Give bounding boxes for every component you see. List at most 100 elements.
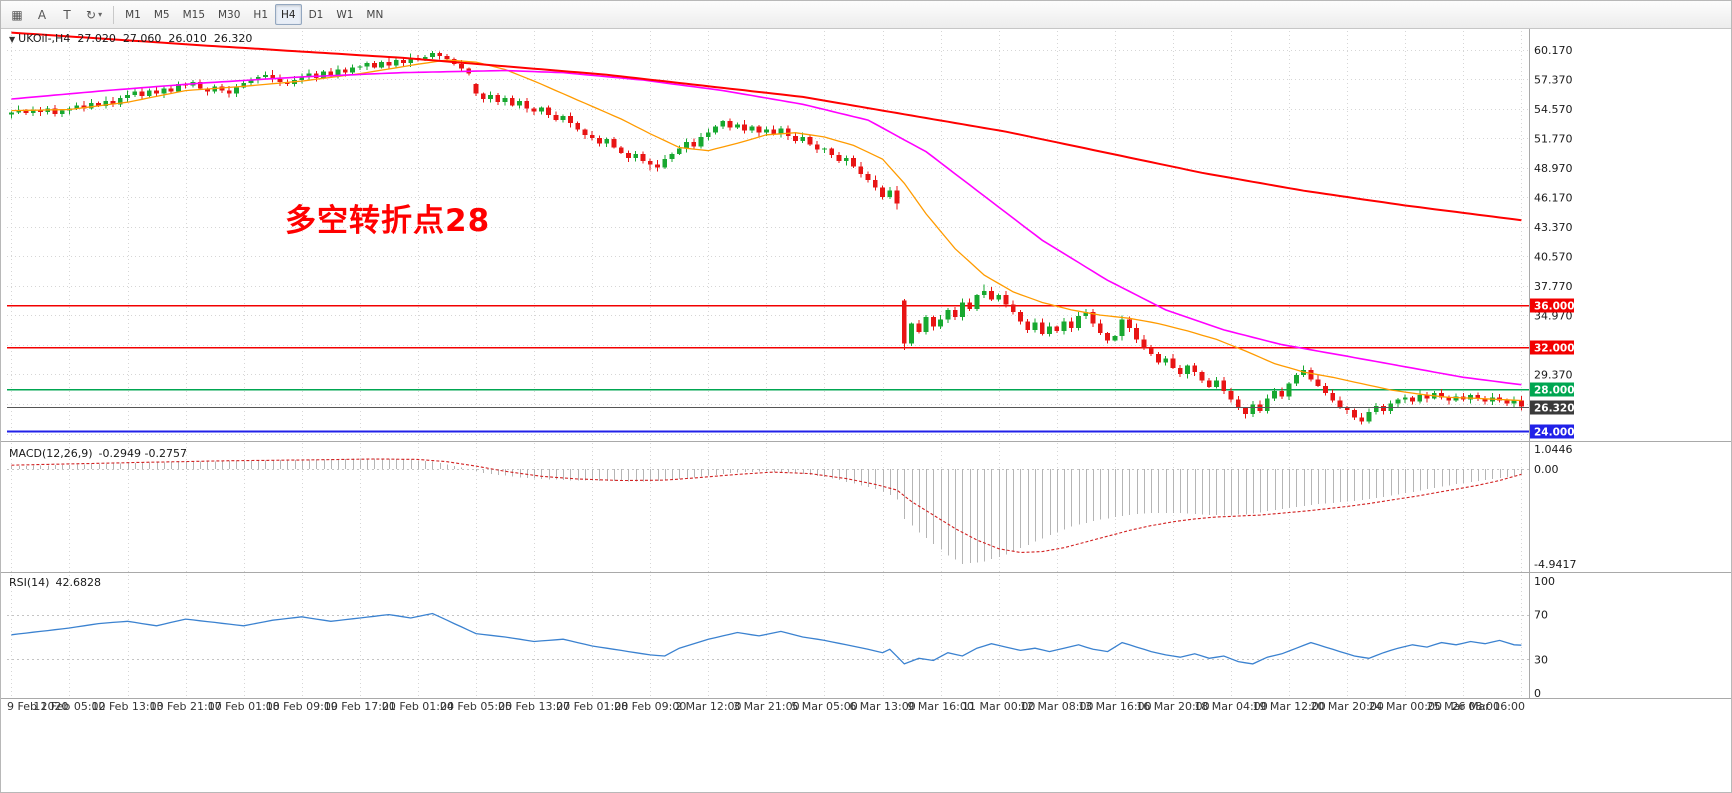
svg-text:13 Mar 16:00: 13 Mar 16:00 xyxy=(1078,700,1151,713)
cycle-icon: ↻ xyxy=(86,7,97,22)
svg-text:24 Feb 05:00: 24 Feb 05:00 xyxy=(440,700,512,713)
macd-label: MACD(12,26,9) -0.2949 -0.2757 xyxy=(9,447,193,460)
ohlc-close: 26.320 xyxy=(213,32,253,45)
svg-text:12 Feb 13:00: 12 Feb 13:00 xyxy=(91,700,163,713)
svg-text:0: 0 xyxy=(1534,687,1541,700)
ma-fast xyxy=(11,59,1522,402)
svg-text:6 Mar 13:00: 6 Mar 13:00 xyxy=(849,700,915,713)
timeframe-group: M1 M5 M15 M30 H1 H4 D1 W1 MN xyxy=(119,4,389,25)
svg-text:2 Mar 12:00: 2 Mar 12:00 xyxy=(675,700,741,713)
symbol-name: UKOil-,H4 xyxy=(18,32,71,45)
svg-text:21 Feb 01:00: 21 Feb 01:00 xyxy=(382,700,454,713)
auto-cycle-icon[interactable]: ↻ ▾ xyxy=(80,4,108,25)
svg-text:25 Mar 08:00: 25 Mar 08:00 xyxy=(1427,700,1500,713)
svg-text:-4.9417: -4.9417 xyxy=(1534,558,1576,571)
svg-text:11 Mar 00:00: 11 Mar 00:00 xyxy=(962,700,1035,713)
svg-text:28.000: 28.000 xyxy=(1534,385,1575,397)
svg-text:16 Mar 20:00: 16 Mar 20:00 xyxy=(1136,700,1209,713)
svg-text:26.320: 26.320 xyxy=(1534,403,1575,415)
price-badge: 28.000 xyxy=(1530,382,1575,397)
svg-text:60.170: 60.170 xyxy=(1534,44,1573,57)
grid xyxy=(7,31,1529,699)
timeframe-button-m30[interactable]: M30 xyxy=(212,4,246,25)
toolbar-icon-group: ▦ A T ↻ ▾ xyxy=(5,4,108,25)
svg-text:9 Feb 2020: 9 Feb 2020 xyxy=(7,700,68,713)
svg-text:48.970: 48.970 xyxy=(1534,162,1573,175)
horizontal-lines xyxy=(7,304,1529,433)
svg-text:28 Feb 09:00: 28 Feb 09:00 xyxy=(614,700,686,713)
svg-text:36.000: 36.000 xyxy=(1534,301,1575,313)
macd-values: -0.2949 -0.2757 xyxy=(98,447,187,460)
price-badge: 24.000 xyxy=(1530,424,1575,439)
svg-text:70: 70 xyxy=(1534,609,1548,622)
price-badge: 32.000 xyxy=(1530,340,1575,355)
svg-text:19 Feb 17:00: 19 Feb 17:00 xyxy=(324,700,396,713)
rsi-label: RSI(14) 42.6828 xyxy=(9,576,107,589)
svg-text:27 Feb 01:00: 27 Feb 01:00 xyxy=(556,700,628,713)
price-chart-canvas[interactable]: 60.170 57.370 54.570 51.770 48.970 46.170 43.3… xyxy=(1,29,1732,793)
macd-signal-line xyxy=(11,458,1522,554)
svg-text:46.170: 46.170 xyxy=(1534,191,1573,204)
ma-mid xyxy=(11,69,1522,386)
svg-text:26 Mar 16:00: 26 Mar 16:00 xyxy=(1452,700,1525,713)
timeframe-button-h4[interactable]: H4 xyxy=(275,4,302,25)
expand-triangle-icon[interactable]: ▼ xyxy=(9,35,16,44)
svg-text:57.370: 57.370 xyxy=(1534,73,1573,86)
svg-text:1.0446: 1.0446 xyxy=(1534,443,1573,456)
cursor-a-icon[interactable]: A xyxy=(30,4,54,25)
svg-text:3 Mar 21:00: 3 Mar 21:00 xyxy=(733,700,799,713)
svg-text:30: 30 xyxy=(1534,653,1548,666)
svg-text:43.370: 43.370 xyxy=(1534,221,1573,234)
timeframe-button-d1[interactable]: D1 xyxy=(303,4,330,25)
svg-text:20 Mar 20:00: 20 Mar 20:00 xyxy=(1310,700,1383,713)
svg-text:54.570: 54.570 xyxy=(1534,103,1573,116)
svg-text:24 Mar 00:00: 24 Mar 00:00 xyxy=(1369,700,1442,713)
svg-text:100: 100 xyxy=(1534,575,1555,588)
timeframe-button-mn[interactable]: MN xyxy=(360,4,389,25)
svg-text:5 Mar 05:00: 5 Mar 05:00 xyxy=(791,700,857,713)
macd-panel xyxy=(11,458,1522,564)
svg-text:0.00: 0.00 xyxy=(1534,463,1559,476)
ma-slow xyxy=(11,31,1522,222)
chart-layout-icon[interactable]: ▦ xyxy=(5,4,29,25)
moving-averages xyxy=(11,31,1522,402)
rsi-line xyxy=(11,612,1522,665)
svg-text:37.770: 37.770 xyxy=(1534,280,1573,293)
svg-text:51.770: 51.770 xyxy=(1534,132,1573,145)
svg-text:34.970: 34.970 xyxy=(1534,309,1573,322)
svg-text:17 Feb 01:00: 17 Feb 01:00 xyxy=(208,700,280,713)
price-scale: 60.170 57.370 54.570 51.770 48.970 46.170 43.3… xyxy=(1534,44,1576,700)
svg-text:32.000: 32.000 xyxy=(1534,343,1575,355)
text-tool-icon[interactable]: T xyxy=(55,4,79,25)
ohlc-low: 26.010 xyxy=(168,32,207,45)
svg-text:9 Mar 16:00: 9 Mar 16:00 xyxy=(907,700,973,713)
svg-text:19 Mar 12:00: 19 Mar 12:00 xyxy=(1252,700,1325,713)
svg-text:18 Mar 04:00: 18 Mar 04:00 xyxy=(1194,700,1267,713)
main-toolbar: ▦ A T ↻ ▾ M1 M5 M15 M30 H1 H4 D1 W1 MN xyxy=(1,1,1731,29)
ohlc-open: 27.020 xyxy=(77,32,116,45)
symbol-info: ▼ UKOil-,H4 27.020 27.060 26.010 26.320 xyxy=(9,32,259,45)
timeframe-button-m15[interactable]: M15 xyxy=(177,4,211,25)
svg-text:29.370: 29.370 xyxy=(1534,368,1573,381)
candlesticks xyxy=(9,51,1524,425)
price-badge: 26.320 xyxy=(1530,400,1575,415)
chart-annotation-text[interactable]: 多空转折点28 xyxy=(285,203,491,239)
svg-text:25 Feb 13:00: 25 Feb 13:00 xyxy=(498,700,570,713)
timeframe-button-m5[interactable]: M5 xyxy=(148,4,176,25)
svg-text:11 Feb 05:00: 11 Feb 05:00 xyxy=(33,700,105,713)
timeframe-button-m1[interactable]: M1 xyxy=(119,4,147,25)
svg-text:13 Feb 21:00: 13 Feb 21:00 xyxy=(150,700,222,713)
ohlc-high: 27.060 xyxy=(122,32,162,45)
toolbar-separator xyxy=(113,5,115,24)
rsi-value: 42.6828 xyxy=(55,576,101,589)
rsi-name: RSI(14) xyxy=(9,576,50,589)
price-badge: 36.000 xyxy=(1530,298,1575,313)
svg-text:18 Feb 09:00: 18 Feb 09:00 xyxy=(266,700,338,713)
timeframe-button-h1[interactable]: H1 xyxy=(247,4,274,25)
svg-text:24.000: 24.000 xyxy=(1534,427,1575,439)
timeframe-button-w1[interactable]: W1 xyxy=(330,4,359,25)
svg-text:40.570: 40.570 xyxy=(1534,250,1573,263)
macd-name: MACD(12,26,9) xyxy=(9,447,93,460)
svg-text:12 Mar 08:00: 12 Mar 08:00 xyxy=(1020,700,1093,713)
